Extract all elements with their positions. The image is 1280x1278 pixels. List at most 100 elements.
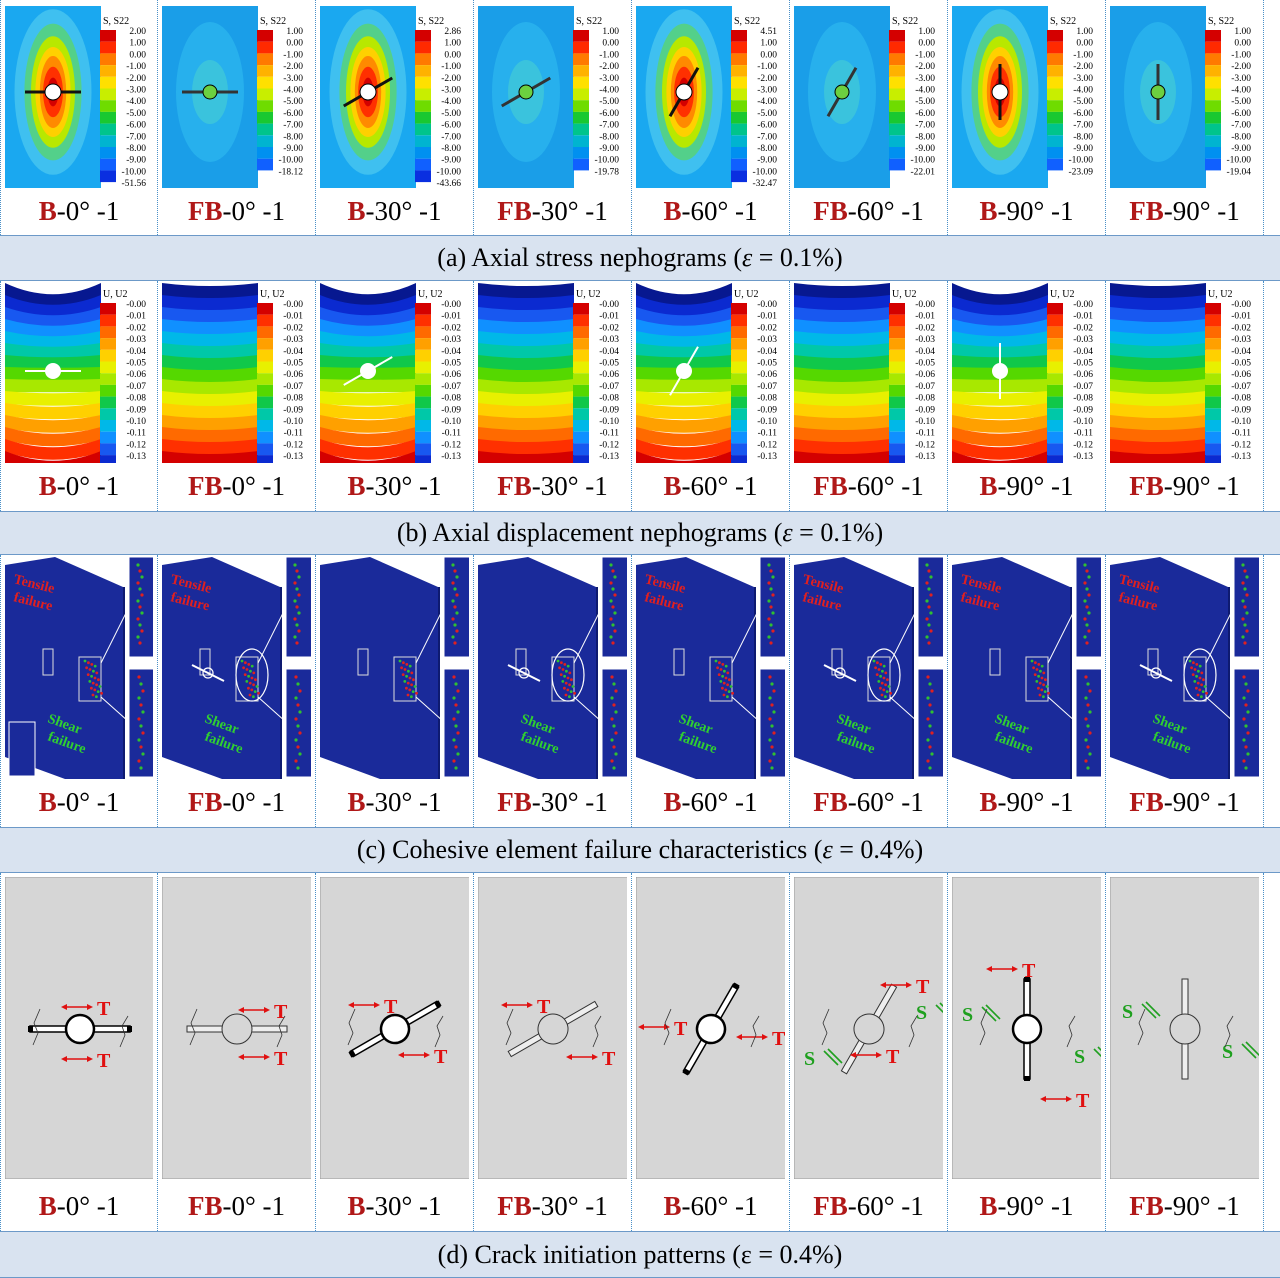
legend-tick-label: -0.09 xyxy=(915,405,935,415)
legend-swatch xyxy=(731,338,747,350)
stress-cell: S, S22 2.00 1.00 0.00 -1.00 -2.00 -3.00 -4.00 -5… xyxy=(0,0,158,235)
legend-tick-label: -0.10 xyxy=(599,417,619,427)
damaged-element xyxy=(405,674,408,678)
legend-swatch xyxy=(1205,338,1221,350)
damaged-element xyxy=(455,575,459,579)
displacement-band xyxy=(320,403,416,420)
legend-swatch xyxy=(1205,431,1221,444)
legend-tick-label: -0.06 xyxy=(915,370,935,380)
damaged-element xyxy=(87,661,90,665)
legend-tick-label: -0.03 xyxy=(126,335,146,345)
displacement-band xyxy=(794,427,890,443)
damaged-element xyxy=(91,693,95,697)
damaged-element xyxy=(882,688,886,692)
damaged-element xyxy=(95,683,98,687)
damaged-element xyxy=(250,676,254,680)
legend-tick-label: -0.11 xyxy=(284,429,304,439)
legend-tick-label: -0.07 xyxy=(126,382,146,392)
legend-tick-label: -0.11 xyxy=(442,429,462,439)
arrow-head xyxy=(87,1004,93,1010)
damaged-element xyxy=(1200,671,1204,675)
displacement-band xyxy=(320,355,416,370)
bolt-assembly xyxy=(840,983,898,1075)
damaged-element xyxy=(1195,674,1198,678)
legend-tick-label: 1.00 xyxy=(286,27,303,37)
cohesive-cell: Tensile failure Shear failure FB-0° -1 xyxy=(158,555,316,827)
legend-tick-label: -0.00 xyxy=(126,300,146,310)
displacement-band xyxy=(162,391,258,407)
damaged-element xyxy=(453,587,457,591)
damaged-element xyxy=(1087,629,1091,633)
legend-swatch xyxy=(731,326,747,339)
legend-tick-label: -0.07 xyxy=(599,382,619,392)
shear-arrow xyxy=(827,1048,843,1064)
damaged-element xyxy=(1195,686,1198,690)
legend-swatch xyxy=(100,65,116,77)
legend-swatch xyxy=(1205,123,1221,136)
displacement-band xyxy=(320,415,416,433)
shear-arrow xyxy=(981,1006,997,1022)
displacement-row: U, U2 -0.00 -0.01 -0.02 -0.03 -0.04 -0.05 -0.06… xyxy=(0,281,1280,511)
displacement-nephogram-2: U, U2-0.00 -0.01-0.02 -0.03 -0.04 -0.05-0.06… xyxy=(320,283,462,463)
damaged-element xyxy=(1198,688,1202,692)
damaged-element xyxy=(767,563,771,567)
damaged-element xyxy=(95,671,99,675)
damaged-element xyxy=(718,661,721,665)
legend-tick-label: -10.00 xyxy=(436,167,461,177)
legend-tick-label: -5.00 xyxy=(126,109,146,119)
damaged-element xyxy=(141,731,145,735)
legend-tick-label: -1.00 xyxy=(126,62,146,72)
damaged-element xyxy=(415,691,418,695)
legend-swatch xyxy=(1205,111,1221,124)
stress-row: S, S22 2.00 1.00 0.00 -1.00 -2.00 -3.00 -4.00 -5… xyxy=(0,0,1280,235)
displacement-band xyxy=(636,283,732,307)
crack-cell: T T B-60° -1 xyxy=(632,873,790,1231)
legend-swatch xyxy=(257,314,273,327)
legend-tick-label: -0.05 xyxy=(757,359,777,369)
legend-swatch xyxy=(573,111,589,124)
zoom-leader xyxy=(731,606,761,664)
arrow-head xyxy=(61,1004,67,1010)
legend-tick-label: -0.03 xyxy=(757,335,777,345)
zoom-frame xyxy=(673,648,685,676)
borehole xyxy=(221,1013,253,1045)
damaged-element xyxy=(453,641,457,645)
displacement-band xyxy=(478,367,574,383)
displacement-nephogram-3: U, U2-0.00 -0.01-0.02 -0.03 -0.04 -0.05-0.06… xyxy=(478,283,620,463)
legend-tick-label: -0.09 xyxy=(441,405,461,415)
bolt-end xyxy=(434,1000,442,1009)
damaged-element xyxy=(1188,659,1192,663)
damaged-element xyxy=(769,587,773,591)
damaged-element xyxy=(253,690,257,693)
crack-row: T T B-0° -1 T T FB-0° -1 T T B-30° -1 T T FB-30°… xyxy=(0,873,1280,1231)
legend-tick-label: 1.00 xyxy=(760,39,777,49)
legend-tick-label: -0.07 xyxy=(757,382,777,392)
legend-tick-label: -0.05 xyxy=(126,359,146,369)
legend-tick-label: 1.00 xyxy=(1076,27,1093,37)
legend-swatch xyxy=(889,147,905,159)
legend-tick-label: -9.00 xyxy=(441,156,461,166)
legend-tick-label: -0.11 xyxy=(600,429,620,439)
damaged-element xyxy=(293,617,297,621)
damaged-element xyxy=(252,695,255,699)
displacement-band xyxy=(794,319,890,335)
legend-tick-label: -0.03 xyxy=(599,335,619,345)
arrow-head xyxy=(762,1034,768,1040)
legend-swatch xyxy=(100,443,116,456)
damaged-element xyxy=(564,681,568,685)
legend-swatch xyxy=(1047,100,1063,112)
damaged-element xyxy=(1245,593,1249,597)
damaged-element xyxy=(294,738,298,742)
damaged-element xyxy=(1198,664,1202,668)
legend-tick-label: -0.01 xyxy=(441,312,461,322)
borehole xyxy=(991,83,1009,101)
stress-cell: S, S22 1.00 0.00 -1.00 -2.00 -3.00 -4.00 -5.00 -… xyxy=(790,0,948,235)
legend-tick-label: -0.00 xyxy=(1073,300,1093,310)
damaged-element xyxy=(410,683,413,687)
inset-lower xyxy=(285,668,311,778)
legend-swatch xyxy=(573,88,589,101)
damaged-element xyxy=(451,563,455,567)
damaged-element xyxy=(611,569,615,573)
damaged-element xyxy=(410,695,413,699)
damaged-element xyxy=(1084,675,1088,679)
